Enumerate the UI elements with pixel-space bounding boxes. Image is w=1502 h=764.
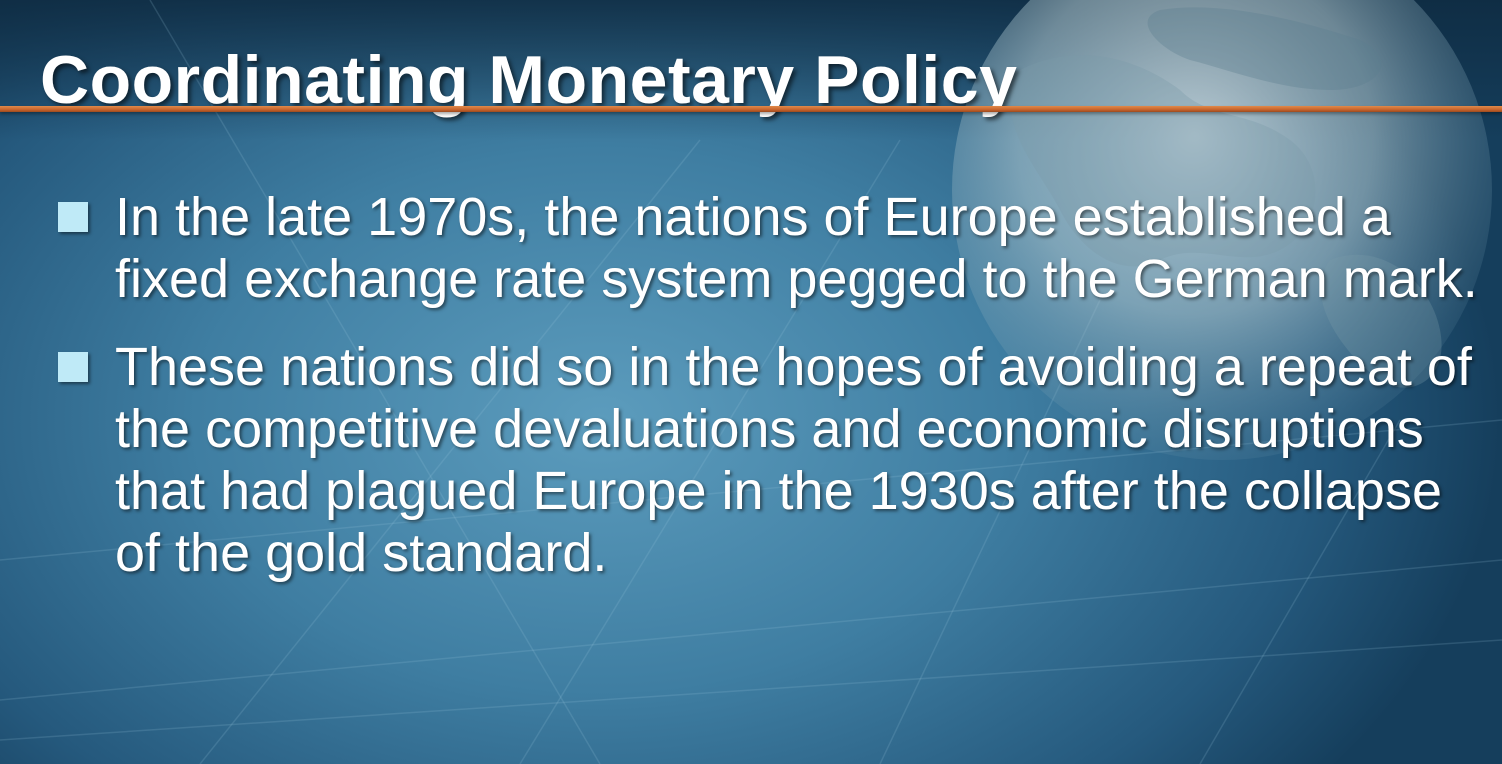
bullet-item: In the late 1970s, the nations of Europe…	[58, 186, 1478, 310]
title-divider	[0, 106, 1502, 112]
bullet-text: In the late 1970s, the nations of Europe…	[115, 187, 1478, 309]
bullet-text: These nations did so in the hopes of avo…	[115, 337, 1472, 583]
square-bullet-icon	[58, 202, 88, 232]
square-bullet-icon	[58, 352, 88, 382]
slide-title: Coordinating Monetary Policy	[40, 42, 1018, 118]
bullet-item: These nations did so in the hopes of avo…	[58, 336, 1478, 584]
bullet-list: In the late 1970s, the nations of Europe…	[58, 186, 1478, 610]
